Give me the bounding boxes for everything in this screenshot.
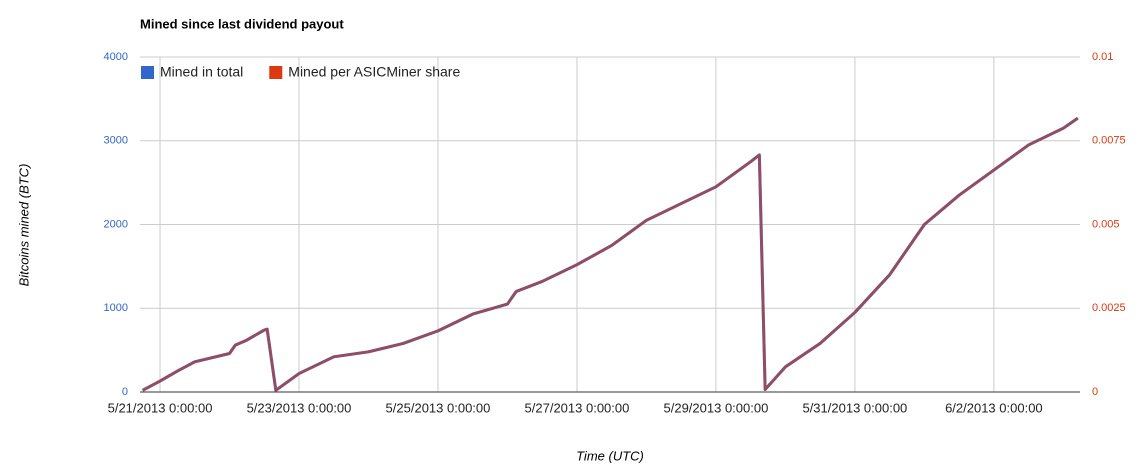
x-tick-label: 6/2/2013 0:00:00 [945, 400, 1043, 415]
y2-tick-label: 0.0075 [1092, 135, 1126, 147]
x-tick-label: 5/25/2013 0:00:00 [386, 400, 491, 415]
legend-label: Mined in total [160, 64, 243, 80]
y-tick-label: 4000 [104, 51, 128, 63]
x-tick-label: 5/29/2013 0:00:00 [664, 400, 769, 415]
series-line [141, 116, 1079, 392]
x-tick-label: 5/27/2013 0:00:00 [525, 400, 630, 415]
y2-tick-label: 0 [1092, 386, 1098, 398]
y-tick-label: 1000 [104, 302, 128, 314]
x-axis-label: Time (UTC) [576, 448, 644, 463]
legend-swatch [141, 66, 154, 79]
x-tick-label: 5/23/2013 0:00:00 [247, 400, 352, 415]
x-tick-label: 5/21/2013 0:00:00 [108, 400, 213, 415]
y-tick-label: 2000 [104, 218, 128, 230]
y2-tick-label: 0.0025 [1092, 302, 1126, 314]
y-tick-label: 0 [122, 386, 128, 398]
y2-tick-label: 0.01 [1092, 51, 1113, 63]
y-axis-label: Bitcoins mined (BTC) [16, 164, 31, 287]
y2-tick-label: 0.005 [1092, 218, 1120, 230]
chart-title: Mined since last dividend payout [140, 16, 344, 31]
x-tick-label: 5/31/2013 0:00:00 [802, 400, 907, 415]
legend-swatch [269, 66, 283, 79]
y-tick-label: 3000 [104, 135, 128, 147]
legend-label: Mined per ASICMiner share [288, 64, 460, 80]
series-line [141, 116, 1079, 392]
